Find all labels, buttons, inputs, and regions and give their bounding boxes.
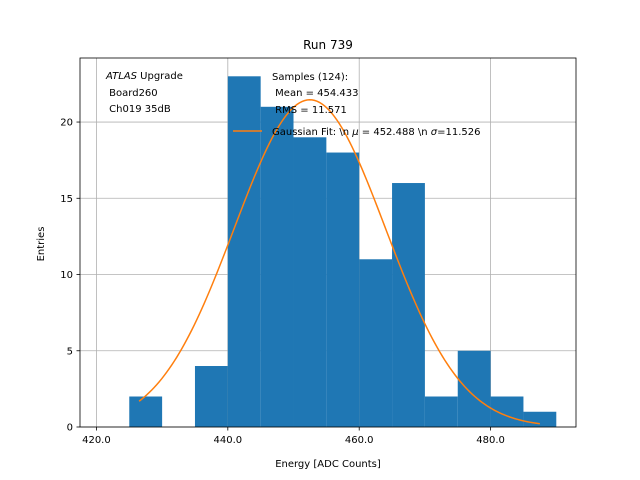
x-tick-label: 460.0 <box>345 435 374 446</box>
histogram-bar <box>293 137 327 428</box>
legend-samples-mean: Mean = 454.433 <box>272 88 359 99</box>
y-tick-label: 5 <box>67 346 73 357</box>
histogram-bar <box>457 350 491 427</box>
histogram-bar <box>424 396 458 427</box>
histogram-bar <box>359 259 393 427</box>
histogram-bar <box>392 183 425 427</box>
ticks-layer: 420.0 440.0 460.0 480.0 0 5 10 15 20 <box>60 118 505 446</box>
annotation-atlas-italic: ATLAS <box>105 71 138 82</box>
histogram-bar <box>490 396 524 427</box>
y-tick-label: 0 <box>67 423 73 434</box>
histogram-bar <box>129 396 163 427</box>
legend-samples-header: Samples (124): <box>272 72 348 83</box>
y-tick-label: 15 <box>60 194 73 205</box>
annotation-upgrade: Upgrade <box>137 71 183 82</box>
histogram-bar <box>326 152 360 428</box>
plot-frame <box>79 57 577 428</box>
legend-fit-prefix: Gaussian Fit: \n <box>272 127 352 138</box>
histogram-bar <box>194 366 228 427</box>
legend-fit-label: Gaussian Fit: \n μ = 452.488 \n σ=11.526 <box>272 127 480 138</box>
legend-fit-mu-value: = 452.488 \n <box>359 127 431 138</box>
legend-fit-sigma-symbol: σ <box>431 127 438 138</box>
atlas-annotation: ATLAS Upgrade Board260 Ch019 35dB <box>105 71 183 115</box>
x-axis-label: Energy [ADC Counts] <box>275 459 381 470</box>
legend-fit-mu-symbol: μ <box>351 127 358 138</box>
x-tick-label: 440.0 <box>213 435 242 446</box>
histogram-bar <box>260 106 294 427</box>
legend-samples-rms: RMS = 11.571 <box>272 105 347 116</box>
fit-curve-layer <box>138 99 540 425</box>
histogram-bar <box>227 76 261 428</box>
x-tick-label: 420.0 <box>82 435 111 446</box>
legend: Samples (124): Mean = 454.433 RMS = 11.5… <box>233 72 480 138</box>
histogram-bar <box>523 411 557 427</box>
gaussian-fit-curve <box>138 99 540 425</box>
y-tick-label: 10 <box>60 270 73 281</box>
x-tick-label: 480.0 <box>476 435 505 446</box>
legend-fit-sigma-value: =11.526 <box>437 127 480 138</box>
annotation-channel: Ch019 35dB <box>106 104 171 115</box>
annotation-line-atlas: ATLAS Upgrade <box>105 71 183 82</box>
y-axis-label: Entries <box>36 227 47 262</box>
annotation-board: Board260 <box>106 88 158 99</box>
chart-title: Run 739 <box>303 38 353 52</box>
y-tick-label: 20 <box>60 118 73 129</box>
histogram-bars <box>129 76 557 428</box>
